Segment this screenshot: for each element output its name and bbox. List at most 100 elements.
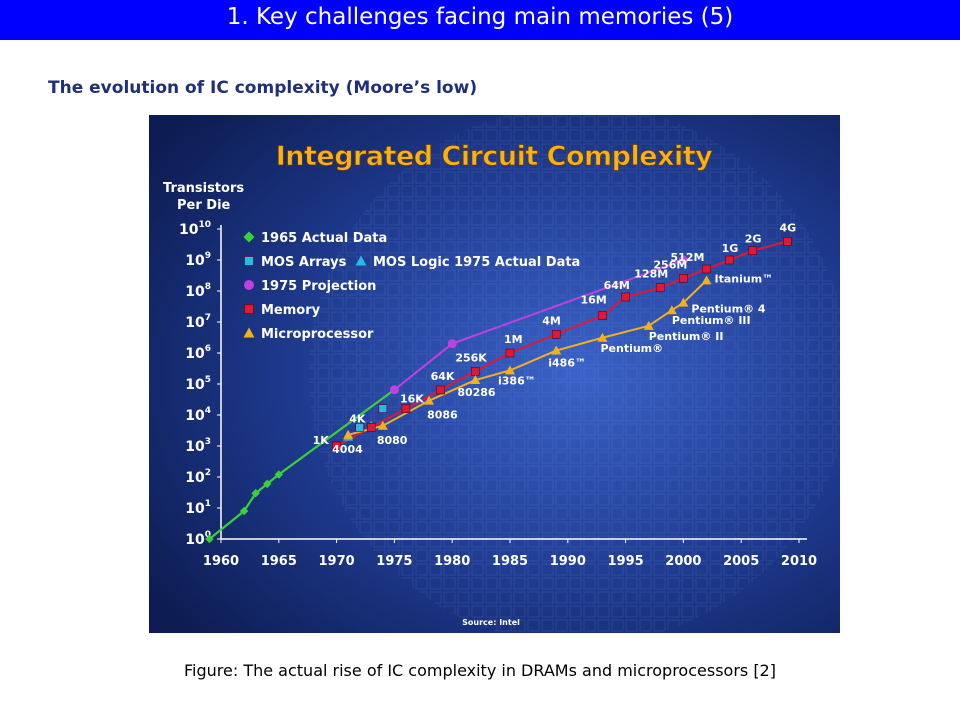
1965-actual-data-marker	[263, 479, 272, 489]
microprocessor-data-label: 8080	[377, 434, 408, 447]
slide-subtitle: The evolution of IC complexity (Moore’s …	[48, 78, 478, 98]
x-tick-label: 2010	[781, 554, 817, 569]
microprocessor-data-label: Pentium® II	[649, 330, 724, 343]
chart-source: Source: Intel	[462, 618, 520, 627]
microprocessor-data-label: Pentium®	[600, 342, 663, 355]
memory-data-label: 16K	[400, 393, 424, 406]
microprocessor-marker	[666, 305, 677, 315]
microprocessor-data-label: Pentium® III	[672, 314, 751, 327]
legend-circle-icon	[244, 280, 254, 290]
y-tick-label: 104	[185, 406, 211, 424]
memory-data-label: 4M	[542, 314, 561, 327]
memory-marker	[551, 330, 561, 339]
chart-title: Integrated Circuit Complexity	[276, 141, 713, 172]
memory-marker	[748, 246, 758, 255]
memory-marker	[436, 385, 445, 395]
memory-marker	[366, 423, 376, 432]
microprocessor-marker	[470, 375, 481, 385]
legend-square-icon	[244, 304, 254, 314]
memory-data-label: 2G	[745, 233, 762, 246]
microprocessor-marker	[377, 420, 388, 430]
memory-data-label: 1G	[722, 242, 739, 255]
1975-projection-marker	[447, 339, 457, 349]
memory-data-label: 64M	[604, 279, 630, 292]
y-tick-label: 1010	[179, 220, 211, 238]
figure-caption: Figure: The actual rise of IC complexity…	[184, 661, 776, 680]
legend-diamond-icon	[243, 231, 255, 243]
legend-label: Microprocessor	[261, 327, 374, 342]
memory-data-label: 4G	[779, 221, 796, 234]
x-tick-label: 1965	[261, 554, 297, 569]
memory-data-label: 4K	[349, 412, 366, 425]
memory-marker	[621, 292, 630, 302]
x-tick-label: 1960	[203, 554, 239, 569]
x-tick-label: 2000	[665, 554, 701, 569]
memory-marker	[471, 367, 480, 376]
memory-data-label: 512M	[671, 251, 705, 264]
memory-data-label: 128M	[634, 268, 668, 281]
y-tick-label: 102	[185, 468, 211, 486]
memory-marker	[679, 274, 688, 283]
microprocessor-marker	[551, 345, 562, 355]
memory-marker	[332, 441, 341, 451]
ic-complexity-chart: Integrated Circuit Complexity Transistor…	[149, 115, 840, 633]
microprocessor-marker	[643, 320, 654, 330]
x-tick-label: 1995	[608, 554, 644, 569]
x-tick-label: 1980	[434, 554, 470, 569]
y-tick-label: 106	[185, 344, 211, 362]
memory-data-label: 256K	[455, 351, 487, 364]
y-tick-label: 105	[185, 375, 211, 393]
x-tick-label: 1975	[376, 554, 412, 569]
chart-wafer-glow	[309, 115, 840, 633]
1975-projection-marker	[389, 385, 399, 395]
legend-label: MOS Logic 1975 Actual Data	[373, 255, 580, 270]
microprocessor-marker	[343, 429, 354, 439]
1965-actual-data-marker	[274, 470, 283, 479]
x-tick-label: 2005	[723, 554, 759, 569]
legend-triangle-icon	[355, 255, 367, 266]
microprocessor-data-label: Itanium™	[715, 272, 774, 285]
1965-actual-data-marker	[251, 489, 260, 498]
x-tick-label: 1985	[492, 554, 528, 569]
microprocessor-marker	[505, 365, 515, 375]
microprocessor-data-label: 8086	[427, 409, 458, 422]
y-tick-label: 107	[185, 313, 211, 331]
1975-projection-marker	[678, 255, 688, 265]
y-tick-label: 109	[185, 251, 211, 269]
memory-data-label: 1M	[504, 333, 523, 346]
microprocessor-marker	[597, 332, 608, 342]
memory-data-label: 16M	[580, 294, 606, 307]
y-axis-label-line1: Transistors	[163, 181, 244, 196]
legend-label: MOS Arrays	[261, 255, 347, 270]
x-tick-label: 1970	[319, 554, 355, 569]
slide-title: 1. Key challenges facing main memories (…	[226, 4, 734, 30]
y-tick-label: 101	[185, 499, 211, 517]
chart-figure: Integrated Circuit Complexity Transistor…	[149, 115, 840, 633]
title-bar: 1. Key challenges facing main memories (…	[0, 0, 960, 40]
y-tick-label: 103	[185, 437, 211, 455]
memory-marker	[598, 311, 607, 320]
memory-data-label: 64K	[431, 370, 455, 383]
legend-label: Memory	[261, 303, 321, 318]
memory-data-label: 1K	[313, 434, 330, 447]
memory-data-label: 256M	[653, 258, 687, 271]
microprocessor-data-label: 4004	[332, 443, 363, 456]
memory-marker	[505, 348, 515, 358]
y-tick-label: 100	[185, 530, 211, 548]
memory-marker	[401, 404, 411, 413]
y-axis-label-line2: Per Die	[177, 198, 231, 213]
1965-actual-data-line	[208, 388, 396, 540]
y-tick-label: 108	[185, 282, 211, 300]
microprocessor-data-label: i486™	[548, 357, 586, 370]
x-tick-label: 1990	[550, 554, 586, 569]
legend-square-icon	[244, 256, 254, 266]
mos-arrays-marker	[378, 404, 388, 413]
memory-marker	[783, 237, 792, 246]
microprocessor-marker	[701, 275, 712, 285]
mos-arrays-marker	[355, 423, 365, 432]
legend-triangle-icon	[243, 327, 255, 338]
memory-marker	[725, 255, 734, 265]
microprocessor-marker	[424, 395, 435, 405]
microprocessor-data-label: i386™	[498, 374, 536, 387]
legend-label: 1965 Actual Data	[261, 231, 387, 246]
